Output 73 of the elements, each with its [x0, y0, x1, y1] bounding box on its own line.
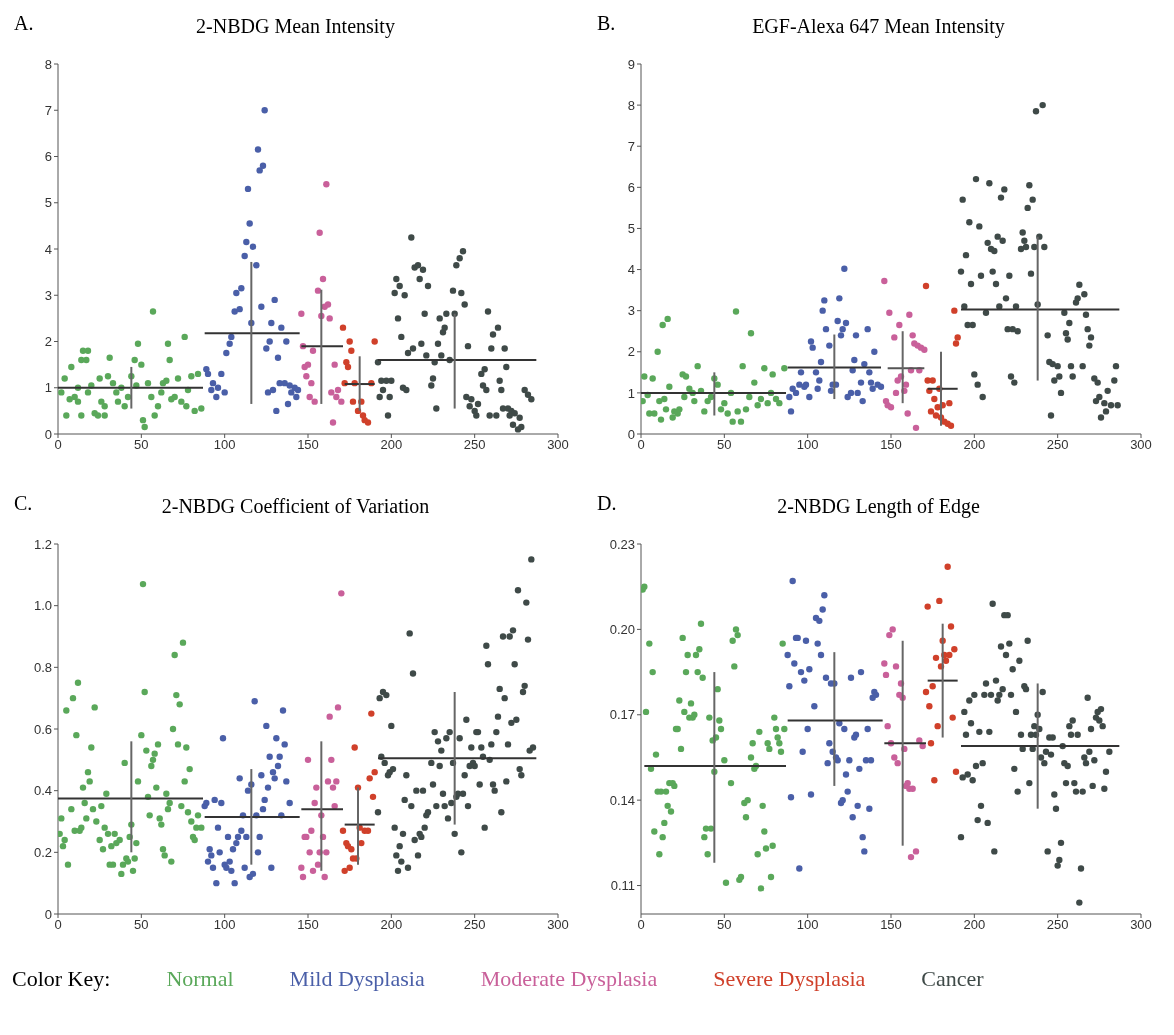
- text: Severe Dysplasia: [713, 966, 866, 992]
- x-tick-label: 150: [297, 917, 319, 933]
- x-tick-label: 200: [380, 917, 403, 933]
- x-tick-label: 150: [297, 437, 319, 453]
- chart-title: 2-NBDG Mean Intensity: [196, 15, 395, 37]
- text: Normal: [166, 966, 234, 992]
- x-tick-label: 200: [963, 437, 986, 453]
- y-tick-label: 0.14: [609, 792, 635, 808]
- y-tick-label: 2: [627, 344, 635, 360]
- y-tick-label: 6: [627, 179, 635, 195]
- text: Moderate Dysplasia: [480, 966, 658, 992]
- x-tick-label: 100: [213, 437, 236, 453]
- x-tick-label: 50: [717, 437, 732, 453]
- x-tick-label: 0: [54, 437, 62, 453]
- x-tick-label: 200: [963, 917, 986, 933]
- x-tick-label: 100: [796, 437, 819, 453]
- y-tick-label: 2: [44, 334, 52, 350]
- chart-title: 2-NBDG Length of Edge: [777, 495, 980, 517]
- x-tick-label: 300: [547, 917, 569, 933]
- x-tick-label: 200: [380, 437, 403, 453]
- y-tick-label: 0: [44, 906, 52, 922]
- x-tick-label: 0: [637, 437, 645, 453]
- y-tick-label: 5: [627, 221, 635, 237]
- y-tick-label: 7: [44, 102, 52, 118]
- text: Mild Dysplasia: [289, 966, 425, 992]
- x-tick-label: 50: [717, 917, 732, 933]
- x-tick-label: 250: [1046, 917, 1069, 933]
- text: Cancer: [921, 966, 984, 992]
- y-tick-label: 0.11: [610, 878, 635, 894]
- y-tick-label: 0.6: [33, 721, 52, 737]
- text: A.: [14, 12, 34, 35]
- y-tick-label: 0.2: [33, 844, 52, 860]
- y-tick-label: 4: [627, 262, 635, 278]
- x-tick-label: 150: [880, 437, 902, 453]
- legend-title: Color Key:: [12, 966, 111, 992]
- y-tick-label: 6: [44, 149, 52, 165]
- x-tick-label: 0: [637, 917, 645, 933]
- x-tick-label: 250: [1046, 437, 1069, 453]
- y-tick-label: 1.2: [33, 536, 52, 552]
- y-tick-label: 3: [44, 287, 52, 303]
- y-tick-label: 0: [627, 426, 635, 442]
- y-tick-label: 7: [627, 138, 635, 154]
- y-tick-label: 8: [44, 56, 52, 72]
- y-tick-label: 0.23: [609, 536, 635, 552]
- x-tick-label: 300: [1130, 437, 1152, 453]
- x-tick-label: 50: [134, 917, 149, 933]
- y-tick-label: 1: [627, 385, 635, 401]
- y-tick-label: 4: [44, 241, 52, 257]
- y-tick-label: 0.4: [33, 783, 52, 799]
- chart-title: 2-NBDG Coefficient of Variation: [161, 495, 430, 517]
- x-tick-label: 300: [1130, 917, 1152, 933]
- x-tick-label: 50: [134, 437, 149, 453]
- y-tick-label: 0.20: [609, 622, 635, 637]
- x-tick-label: 100: [213, 917, 236, 933]
- text: D.: [597, 492, 617, 515]
- x-tick-label: 300: [547, 437, 569, 453]
- x-tick-label: 100: [796, 917, 819, 933]
- text: B.: [597, 12, 616, 35]
- y-tick-label: 0: [44, 426, 52, 442]
- y-tick-label: 1: [44, 380, 52, 396]
- text: C.: [14, 492, 33, 515]
- x-tick-label: 250: [463, 437, 486, 453]
- x-tick-label: 150: [880, 917, 902, 933]
- y-tick-label: 9: [627, 56, 635, 72]
- y-tick-label: 1.0: [33, 598, 52, 614]
- y-tick-label: 0.17: [609, 707, 635, 723]
- y-tick-label: 3: [627, 303, 635, 319]
- x-tick-label: 250: [463, 917, 486, 933]
- y-tick-label: 8: [627, 97, 635, 113]
- chart-title: EGF-Alexa 647 Mean Intensity: [752, 15, 1005, 37]
- x-tick-label: 0: [54, 917, 62, 933]
- y-tick-label: 5: [44, 195, 52, 211]
- y-tick-label: 0.8: [33, 659, 52, 675]
